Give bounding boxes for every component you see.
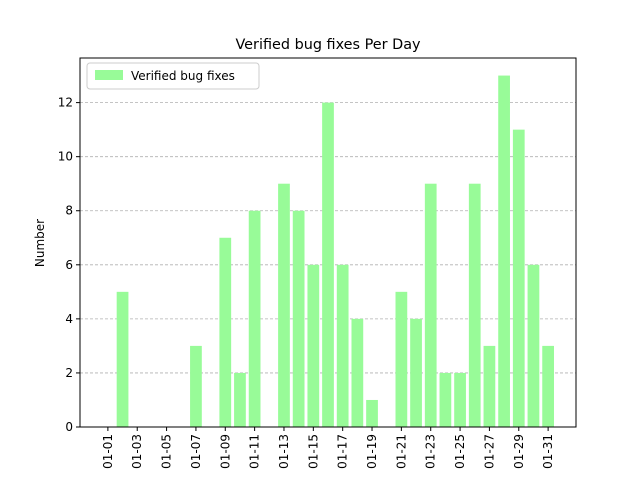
y-tick-label: 6 <box>65 258 73 272</box>
bar <box>307 264 320 427</box>
y-tick-label: 2 <box>65 366 73 380</box>
x-tick-label: 01-29 <box>512 434 526 469</box>
bar <box>439 372 452 427</box>
x-tick-label: 01-17 <box>336 434 350 469</box>
bar <box>468 183 481 427</box>
y-axis-label: Number <box>33 219 47 267</box>
x-tick-label: 01-31 <box>541 434 555 469</box>
x-tick-label: 01-15 <box>306 434 320 469</box>
bar <box>483 345 496 427</box>
x-tick-label: 01-01 <box>101 434 115 469</box>
plot-frame <box>79 57 577 428</box>
bar <box>424 183 437 427</box>
x-tick-label: 01-11 <box>248 434 262 469</box>
y-tick-label: 12 <box>58 96 73 110</box>
x-tick-label: 01-09 <box>218 434 232 469</box>
y-tick-label: 8 <box>65 204 73 218</box>
bar <box>512 129 525 427</box>
x-tick-label: 01-19 <box>365 434 379 469</box>
bar <box>351 318 364 427</box>
bar <box>116 291 129 427</box>
x-tick-label: 01-07 <box>189 434 203 469</box>
bar <box>234 372 246 427</box>
legend-frame <box>86 62 260 90</box>
x-tick-label: 01-25 <box>453 434 467 469</box>
bar <box>322 102 334 427</box>
bar <box>219 237 232 427</box>
y-tick-label: 10 <box>58 150 73 164</box>
x-tick-label: 01-27 <box>482 434 496 469</box>
bar <box>366 399 378 427</box>
legend-swatch <box>95 70 123 80</box>
bar <box>527 264 540 427</box>
x-tick-label: 01-03 <box>130 434 144 469</box>
x-tick-label: 01-23 <box>424 434 438 469</box>
bar <box>278 183 290 427</box>
bar <box>498 75 510 428</box>
bar <box>248 210 261 427</box>
y-tick-label: 4 <box>65 312 73 326</box>
legend-label: Verified bug fixes <box>131 69 235 83</box>
bar <box>190 345 202 427</box>
bar <box>395 291 408 427</box>
x-tick-label: 01-13 <box>277 434 291 469</box>
y-tick-label: 0 <box>65 420 73 434</box>
bar <box>454 372 466 427</box>
x-tick-label: 01-21 <box>394 434 408 469</box>
x-tick-label: 01-05 <box>160 434 174 469</box>
bar <box>336 264 349 427</box>
bar <box>410 318 422 427</box>
bar <box>542 345 554 427</box>
bar <box>292 210 305 427</box>
chart-title: Verified bug fixes Per Day <box>235 37 421 53</box>
legend: Verified bug fixes <box>86 62 260 90</box>
